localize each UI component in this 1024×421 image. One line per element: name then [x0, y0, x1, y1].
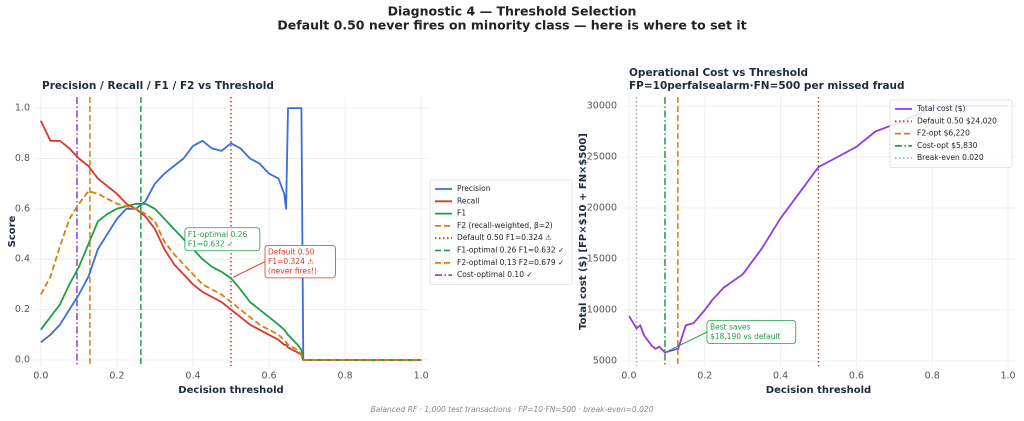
x-tick-label: 1.0: [1000, 371, 1015, 382]
y-tick-label: 0.4: [15, 254, 30, 265]
annotation-box: [184, 227, 261, 252]
legend-label: Cost-opt $5,830: [917, 141, 978, 150]
annotation-text: F1-optimal 0.26: [188, 230, 248, 239]
y-tick-label: 0.8: [15, 153, 30, 164]
annotation-box: [264, 244, 336, 279]
series-line: [40, 190, 422, 361]
y-tick-label: 15000: [587, 253, 617, 264]
annotation-text: $18,190 vs default: [710, 332, 781, 341]
chart-title: Operational Cost vs Threshold: [629, 67, 808, 79]
figure-subtitle: Default 0.50 never fires on minority cla…: [277, 18, 746, 33]
chart-subtitle: FP=10perfalsealarm·FN=500 per missed fra…: [629, 80, 905, 92]
y-tick-label: 5000: [593, 356, 617, 367]
legend-label: F2-opt $6,220: [917, 129, 970, 138]
x-tick-label: 0.8: [925, 371, 940, 382]
legend-box: [429, 179, 573, 285]
annotation-text: F1=0.324 ⚠: [268, 257, 314, 266]
legend-label: Cost-optimal 0.10 ✓: [457, 270, 533, 279]
series-line: [40, 202, 422, 361]
y-tick-label: 0.2: [15, 304, 30, 315]
x-tick-label: 1.0: [414, 371, 429, 382]
x-tick-label: 0.8: [338, 371, 353, 382]
legend-label: F1: [457, 209, 466, 218]
legend-label: Default 0.50 F1=0.324 ⚠: [457, 233, 552, 242]
annotation-box: [706, 320, 797, 344]
annotation-arrow: [232, 261, 266, 278]
x-tick-label: 0.6: [261, 371, 276, 382]
legend-label: Break-even 0.020: [917, 153, 984, 162]
y-axis-label: Total cost ($) [FP×$10 + FN×$500]: [578, 133, 589, 330]
legend-label: F2-optimal 0.13 F2=0.679 ✓: [457, 258, 564, 267]
y-tick-label: 0.6: [15, 203, 30, 214]
annotation-text: Best saves: [710, 323, 751, 332]
footer: Balanced RF · 1,000 test transactions · …: [371, 405, 654, 414]
y-tick-label: 25000: [587, 151, 617, 162]
legend-label: Recall: [457, 196, 479, 205]
annotation-text: Default 0.50: [268, 247, 315, 256]
annotation-text: F1=0.632 ✓: [188, 239, 234, 248]
x-tick-label: 0.4: [185, 371, 200, 382]
series-line: [40, 107, 422, 361]
x-tick-label: 0.2: [109, 371, 124, 382]
legend-label: F2 (recall-weighted, β=2): [457, 221, 553, 230]
x-tick-label: 0.4: [773, 371, 788, 382]
y-tick-label: 30000: [587, 100, 617, 111]
figure-title: Diagnostic 4 — Threshold Selection: [388, 4, 637, 19]
chart-title: Precision / Recall / F1 / F2 vs Threshol…: [42, 80, 274, 92]
x-axis-label: Decision threshold: [178, 385, 283, 396]
y-tick-label: 20000: [587, 202, 617, 213]
legend-label: F1-optimal 0.26 F1=0.632 ✓: [457, 246, 564, 255]
legend-label: Total cost ($): [916, 104, 966, 113]
legend-label: Default 0.50 $24,020: [917, 116, 997, 125]
x-tick-label: 0.0: [33, 371, 48, 382]
legend-label: Precision: [457, 184, 491, 193]
x-tick-label: 0.0: [621, 371, 636, 382]
annotation-text: (never fires!): [268, 266, 317, 275]
y-tick-label: 0.0: [15, 354, 30, 365]
x-axis-label: Decision threshold: [766, 385, 871, 396]
y-tick-label: 10000: [587, 304, 617, 315]
x-tick-label: 0.6: [849, 371, 864, 382]
annotation-arrow: [666, 331, 708, 352]
y-tick-label: 1.0: [15, 103, 30, 114]
legend-box: [889, 99, 1013, 168]
x-tick-label: 0.2: [697, 371, 712, 382]
y-axis-label: Score: [7, 215, 18, 247]
